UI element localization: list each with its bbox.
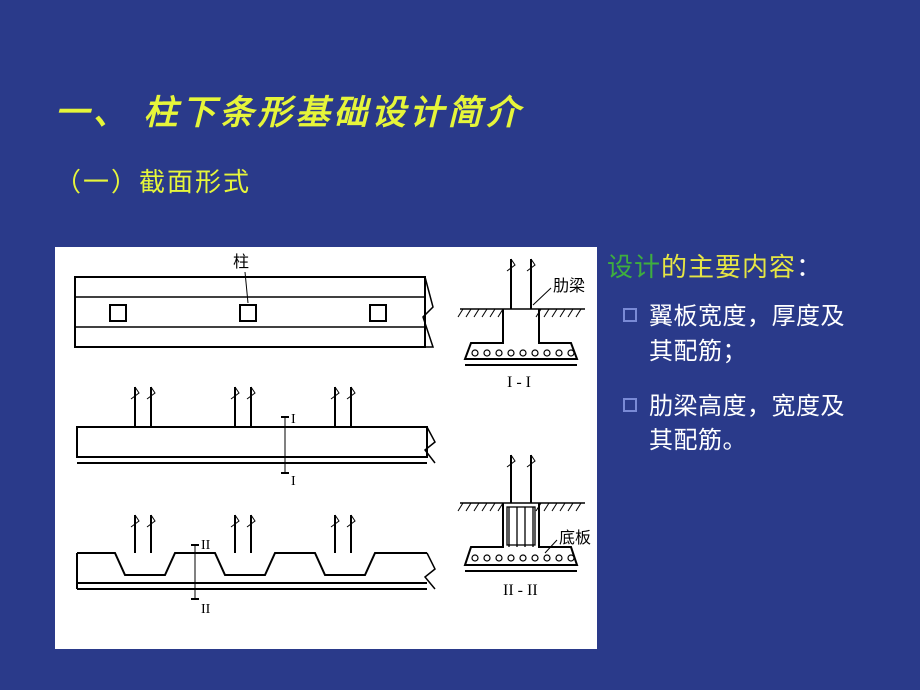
label-section2: II - II <box>503 582 538 599</box>
elevation-1: I I <box>77 387 435 489</box>
content-row: 柱 <box>55 247 865 649</box>
label-section1: I - I <box>507 374 531 391</box>
plan-view-top: 柱 <box>75 253 433 347</box>
side-panel: 设计的主要内容： 翼板宽度，厚度及其配筋； 肋梁高度，宽度及其配筋。 <box>607 247 865 479</box>
section-2: 底板 II - II <box>458 455 591 599</box>
main-title: 一、 柱下条形基础设计简介 <box>55 85 865 134</box>
side-heading: 设计的主要内容： <box>607 247 865 284</box>
slide: 一、 柱下条形基础设计简介 （一）截面形式 柱 <box>0 0 920 690</box>
label-column: 柱 <box>233 253 249 271</box>
heading-part-green: 设计 <box>607 253 661 282</box>
section-marker-2a: II <box>201 538 211 553</box>
section-marker-2b: II <box>201 602 211 617</box>
bullet-list: 翼板宽度，厚度及其配筋； 肋梁高度，宽度及其配筋。 <box>607 300 865 459</box>
subtitle: （一）截面形式 <box>55 162 865 199</box>
elevation-2: II II <box>77 515 435 617</box>
label-rib-beam: 肋梁 <box>553 277 585 295</box>
foundation-diagram: 柱 <box>55 247 597 649</box>
heading-colon: ： <box>796 253 823 282</box>
list-item: 肋梁高度，宽度及其配筋。 <box>649 390 865 460</box>
section-marker-1a: I <box>291 412 296 427</box>
section-marker-1b: I <box>291 474 296 489</box>
list-item: 翼板宽度，厚度及其配筋； <box>649 300 865 370</box>
label-base-plate: 底板 <box>559 529 591 547</box>
section-1: 肋梁 I - I <box>458 259 585 391</box>
heading-part-yellow: 的主要内容 <box>661 253 796 282</box>
